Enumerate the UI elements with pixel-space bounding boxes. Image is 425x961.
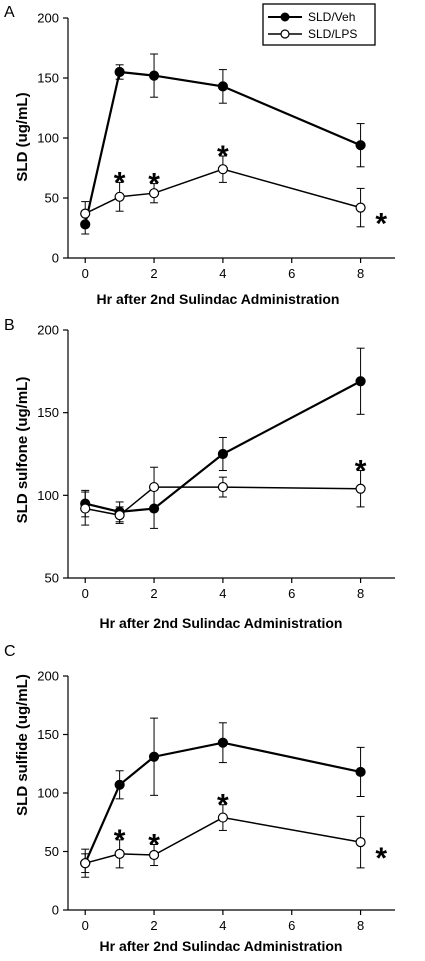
significance-star: * xyxy=(148,168,160,201)
y-tick-label: 150 xyxy=(37,727,59,742)
xlabel-c: Hr after 2nd Sulindac Administration xyxy=(100,938,343,954)
data-point-veh xyxy=(355,766,366,778)
x-tick-label: 4 xyxy=(219,586,226,601)
x-tick-label: 4 xyxy=(219,266,226,281)
x-tick-label: 0 xyxy=(82,586,89,601)
y-tick-label: 50 xyxy=(45,571,59,586)
data-point-lps xyxy=(355,837,366,848)
x-tick-label: 8 xyxy=(357,266,364,281)
significance-star: * xyxy=(148,828,160,861)
x-tick-label: 2 xyxy=(150,266,157,281)
data-point-lps xyxy=(114,848,125,859)
data-point-veh xyxy=(355,140,366,151)
x-tick-label: 4 xyxy=(219,918,226,933)
y-tick-label: 200 xyxy=(37,669,59,684)
y-tick-label: 100 xyxy=(37,488,59,503)
legend-lps-marker xyxy=(280,29,290,39)
panel-label-a: A xyxy=(4,4,15,21)
ylabel-c: SLD sulfide (ug/mL) xyxy=(14,674,31,816)
plot-panel-a: 0 50 100 150 200 0 2 4 6 8 * * * * xyxy=(37,11,395,281)
legend-veh-marker xyxy=(280,12,290,22)
data-point-veh xyxy=(148,751,160,762)
plot-panel-b: 50 100 150 200 0 2 4 6 8 * xyxy=(37,323,395,601)
data-point-lps xyxy=(80,503,91,514)
significance-star: * xyxy=(114,166,126,199)
data-point-lps xyxy=(355,483,366,494)
data-point-veh xyxy=(148,70,160,81)
data-point-veh xyxy=(355,376,366,387)
y-tick-label: 200 xyxy=(37,323,59,338)
significance-star: * xyxy=(114,824,126,857)
data-point-lps xyxy=(80,858,91,869)
y-tick-label: 0 xyxy=(52,251,59,266)
data-point-lps xyxy=(217,481,228,493)
data-point-lps xyxy=(355,202,366,213)
y-tick-label: 100 xyxy=(37,786,59,801)
data-point-lps xyxy=(217,164,228,175)
y-tick-label: 50 xyxy=(45,844,59,859)
data-point-lps xyxy=(80,208,91,219)
ylabel-b: SLD sulfone (ug/mL) xyxy=(14,377,31,524)
x-tick-label: 2 xyxy=(150,918,157,933)
data-point-veh xyxy=(217,737,228,748)
data-point-veh xyxy=(217,448,228,460)
x-tick-label: 6 xyxy=(288,586,295,601)
y-tick-label: 50 xyxy=(45,191,59,206)
panel-label-b: B xyxy=(4,317,15,334)
y-tick-label: 150 xyxy=(37,405,59,420)
data-point-lps xyxy=(148,849,160,861)
x-tick-label: 0 xyxy=(82,266,89,281)
xlabel-b: Hr after 2nd Sulindac Administration xyxy=(100,615,343,631)
panel-label-c: C xyxy=(4,643,16,660)
data-point-lps xyxy=(148,481,160,493)
significance-star: * xyxy=(355,455,367,488)
x-tick-label: 6 xyxy=(288,918,295,933)
plot-panel-c: 0 50 100 150 200 0 2 4 6 8 * * * * xyxy=(37,669,395,933)
x-tick-label: 8 xyxy=(357,918,364,933)
significance-star: * xyxy=(217,789,229,822)
data-point-veh xyxy=(114,66,125,78)
data-point-lps xyxy=(114,191,125,202)
significance-star: * xyxy=(217,140,229,173)
legend-veh-label: SLD/Veh xyxy=(308,10,355,24)
legend-lps-label: SLD/LPS xyxy=(308,27,357,41)
data-point-lps xyxy=(114,510,125,521)
y-tick-label: 150 xyxy=(37,71,59,86)
ylabel-a: SLD (ug/mL) xyxy=(14,92,31,181)
data-point-lps xyxy=(217,812,228,823)
x-tick-label: 2 xyxy=(150,586,157,601)
x-tick-label: 8 xyxy=(357,586,364,601)
xlabel-a: Hr after 2nd Sulindac Administration xyxy=(97,291,340,307)
legend-box xyxy=(262,3,376,46)
data-point-veh xyxy=(114,779,125,790)
x-tick-label: 0 xyxy=(82,918,89,933)
data-point-lps xyxy=(148,188,160,199)
significance-star: * xyxy=(375,208,387,241)
significance-star: * xyxy=(375,842,387,875)
y-tick-label: 100 xyxy=(37,131,59,146)
y-tick-label: 200 xyxy=(37,11,59,26)
y-tick-label: 0 xyxy=(52,903,59,918)
legend: SLD/Veh SLD/LPS xyxy=(262,3,376,46)
x-tick-label: 6 xyxy=(288,266,295,281)
data-point-veh xyxy=(217,81,228,92)
